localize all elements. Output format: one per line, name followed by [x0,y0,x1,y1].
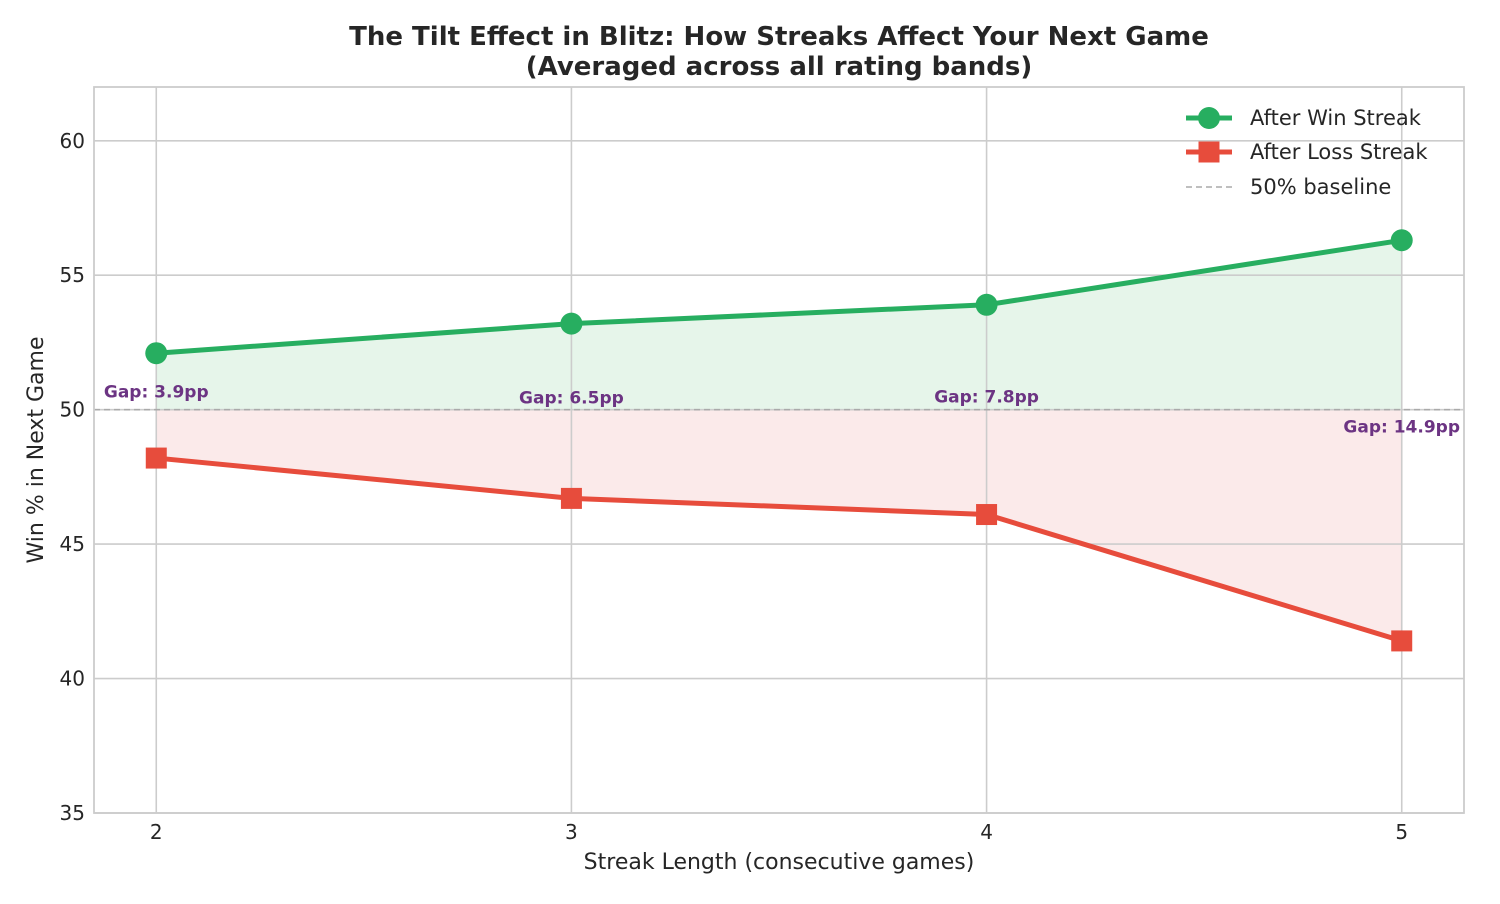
win-streak-point [975,293,998,316]
loss-streak-point [976,504,998,526]
loss-streak-point [560,487,582,509]
y-tick-label: 40 [60,667,85,691]
legend-win-streak-marker [1198,107,1220,129]
win-streak-point [1390,229,1413,252]
y-axis-label: Win % in Next Game [24,336,49,563]
chart-title: The Tilt Effect in Blitz: How Streaks Af… [349,22,1209,52]
legend-baseline-label: 50% baseline [1250,175,1391,199]
gap-annotation: Gap: 14.9pp [1343,418,1460,438]
gap-annotation: Gap: 3.9pp [104,383,209,403]
x-axis-label: Streak Length (consecutive games) [584,850,975,875]
chart-subtitle: (Averaged across all rating bands) [526,52,1033,82]
loss-streak-fill [156,409,1402,641]
loss-streak-point [1391,630,1413,652]
y-tick-label: 55 [60,263,85,287]
legend-win-streak-label: After Win Streak [1250,106,1422,130]
loss-streak-point [145,447,167,469]
y-tick-label: 45 [60,532,85,556]
y-tick-label: 35 [60,801,85,825]
legend-loss-streak-label: After Loss Streak [1250,140,1428,164]
x-tick-label: 2 [150,820,163,844]
chart-legend: After Win Streak After Loss Streak 50% bas… [1186,106,1428,199]
gap-annotation: Gap: 7.8pp [934,388,1039,408]
gap-annotation: Gap: 6.5pp [519,389,624,409]
plot-frame [93,86,1465,814]
win-streak-point [560,312,583,335]
loss-streak-line [153,455,1405,644]
legend-loss-streak-marker [1198,141,1220,163]
x-tick-label: 5 [1395,820,1408,844]
win-streak-point [145,342,168,365]
win-streak-fill [156,240,1402,410]
y-tick-label: 60 [60,129,85,153]
win-streak-line [153,237,1405,356]
y-tick-label: 50 [60,398,85,422]
x-tick-label: 3 [565,820,578,844]
x-tick-label: 4 [980,820,993,844]
